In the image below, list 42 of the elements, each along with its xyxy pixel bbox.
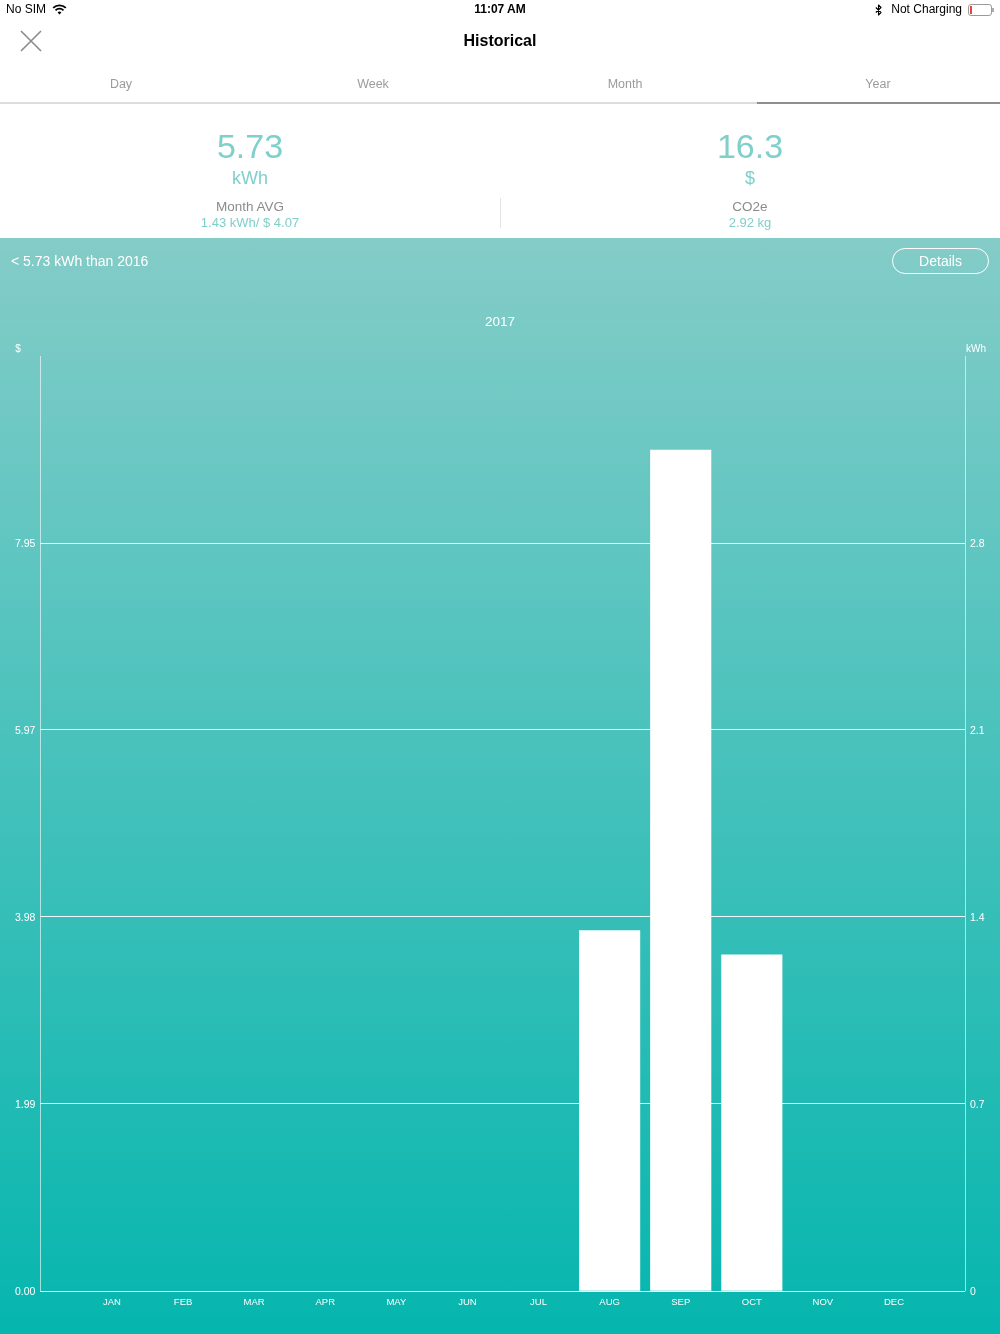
text: 16.3 xyxy=(716,127,784,167)
y2-tick-label: 2.1 xyxy=(970,724,985,737)
x-tick-label: DEC xyxy=(883,1296,905,1308)
text: 5.73 xyxy=(216,127,284,167)
text: < 5.73 kWh than 2016 xyxy=(11,252,149,270)
y2-axis-title: kWh xyxy=(966,342,986,354)
x-tick-label: APR xyxy=(315,1296,336,1308)
y-axis-title: $ xyxy=(15,342,22,354)
y2-tick-label: 1.4 xyxy=(970,911,985,923)
y-tick-label: 5.97 xyxy=(15,723,36,736)
text: Historical xyxy=(463,31,537,51)
x-tick-label: AUG xyxy=(599,1296,620,1308)
y2-tick-label: 0 xyxy=(970,1284,976,1297)
y-tick-label: 7.95 xyxy=(15,537,36,550)
y2-tick-label: 2.8 xyxy=(970,537,985,550)
y-tick-label: 1.99 xyxy=(15,1097,36,1110)
x-tick-label: JUN xyxy=(458,1296,477,1308)
text: Year xyxy=(865,76,891,92)
text: Not Charging xyxy=(891,2,962,17)
text: $ xyxy=(744,167,756,189)
text: 2.92 kg xyxy=(728,214,772,231)
text: Month xyxy=(607,76,643,92)
x-tick-label: NOV xyxy=(812,1296,834,1308)
text: CO2e xyxy=(732,199,768,215)
text: Week xyxy=(357,76,389,92)
y-tick-label: 3.98 xyxy=(15,910,36,923)
x-tick-label: OCT xyxy=(741,1296,763,1308)
x-tick-label: JAN xyxy=(103,1296,122,1308)
text: 1.43 kWh/ $ 4.07 xyxy=(200,214,300,231)
x-tick-label: MAR xyxy=(243,1296,265,1308)
text: No SIM xyxy=(6,2,47,17)
y-tick-label: 0.00 xyxy=(15,1284,36,1297)
x-tick-label: SEP xyxy=(671,1296,691,1308)
text: Month AVG xyxy=(215,199,285,215)
text: kWh xyxy=(232,167,268,189)
x-tick-label: FEB xyxy=(173,1296,193,1308)
text: Day xyxy=(109,76,133,92)
y2-tick-label: 0.7 xyxy=(970,1097,985,1110)
x-tick-label: MAY xyxy=(386,1296,407,1308)
text: 11:07 AM xyxy=(474,2,526,17)
x-tick-label: JUL xyxy=(530,1296,547,1308)
chart-title: 2017 xyxy=(484,313,516,329)
